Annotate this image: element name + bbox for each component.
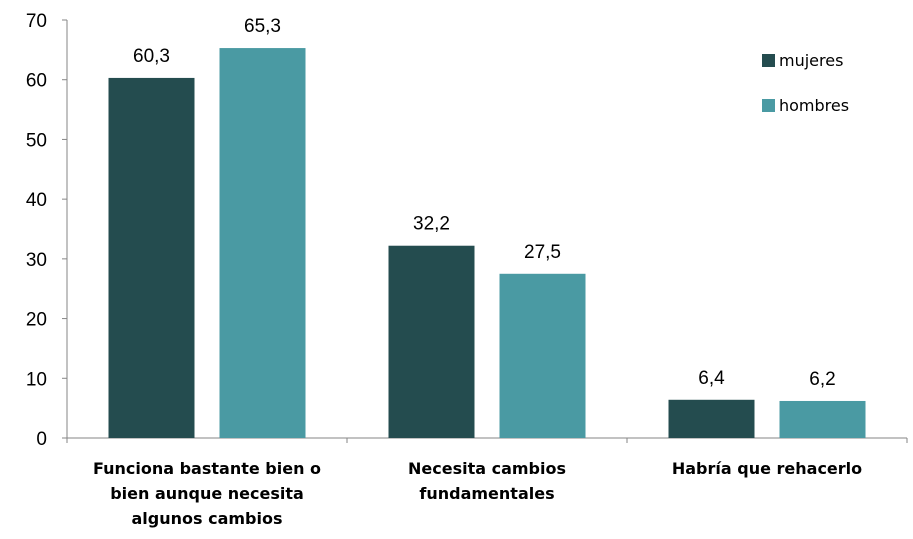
y-tick-label: 30	[26, 250, 47, 271]
x-category-label-line: Habría que rehacerlo	[672, 459, 862, 478]
bar-mujeres	[108, 77, 195, 439]
x-category-label-line: fundamentales	[419, 484, 554, 503]
data-label-mujeres: 32,2	[413, 214, 450, 235]
data-label-mujeres: 60,3	[133, 46, 170, 67]
y-tick-label: 0	[36, 429, 47, 450]
x-axis: Funciona bastante bien o bien aunque nece…	[66, 437, 908, 528]
data-label-hombres: 65,3	[244, 16, 281, 37]
x-category-label: Funciona bastante bien o bien aunque nece…	[93, 459, 321, 528]
y-tick-label: 60	[26, 71, 47, 92]
data-label-hombres: 6,2	[809, 369, 835, 390]
y-tick-label: 10	[26, 369, 47, 390]
legend-swatch-mujeres	[762, 54, 775, 67]
legend-swatch-hombres	[762, 99, 775, 112]
bars	[108, 48, 866, 439]
legend-label-hombres: hombres	[779, 96, 849, 115]
y-axis: 0 10 20 30 40 50 60 70	[26, 11, 68, 450]
x-category-label-line: bien aunque necesita	[110, 484, 304, 503]
x-category-label: Habría que rehacerlo	[672, 459, 862, 478]
data-labels: 60,3 65,3 32,2 27,5 6,4 6,2	[133, 16, 836, 390]
bar-mujeres	[388, 245, 475, 438]
data-label-mujeres: 6,4	[698, 368, 725, 389]
y-tick-label: 20	[26, 310, 47, 331]
data-label-hombres: 27,5	[524, 242, 561, 263]
y-tick-label: 70	[26, 11, 47, 32]
x-category-label: Necesita cambios fundamentales	[408, 459, 566, 503]
bar-hombres	[499, 273, 586, 438]
bar-hombres	[779, 400, 866, 438]
legend: mujeres hombres	[762, 51, 849, 115]
x-category-label-line: Necesita cambios	[408, 459, 566, 478]
bar-mujeres	[668, 399, 755, 438]
x-category-label-line: algunos cambios	[131, 509, 282, 528]
bar-hombres	[219, 48, 306, 439]
y-tick-label: 40	[26, 190, 47, 211]
legend-label-mujeres: mujeres	[779, 51, 843, 70]
y-tick-label: 50	[26, 130, 47, 151]
x-category-label-line: Funciona bastante bien o	[93, 459, 321, 478]
